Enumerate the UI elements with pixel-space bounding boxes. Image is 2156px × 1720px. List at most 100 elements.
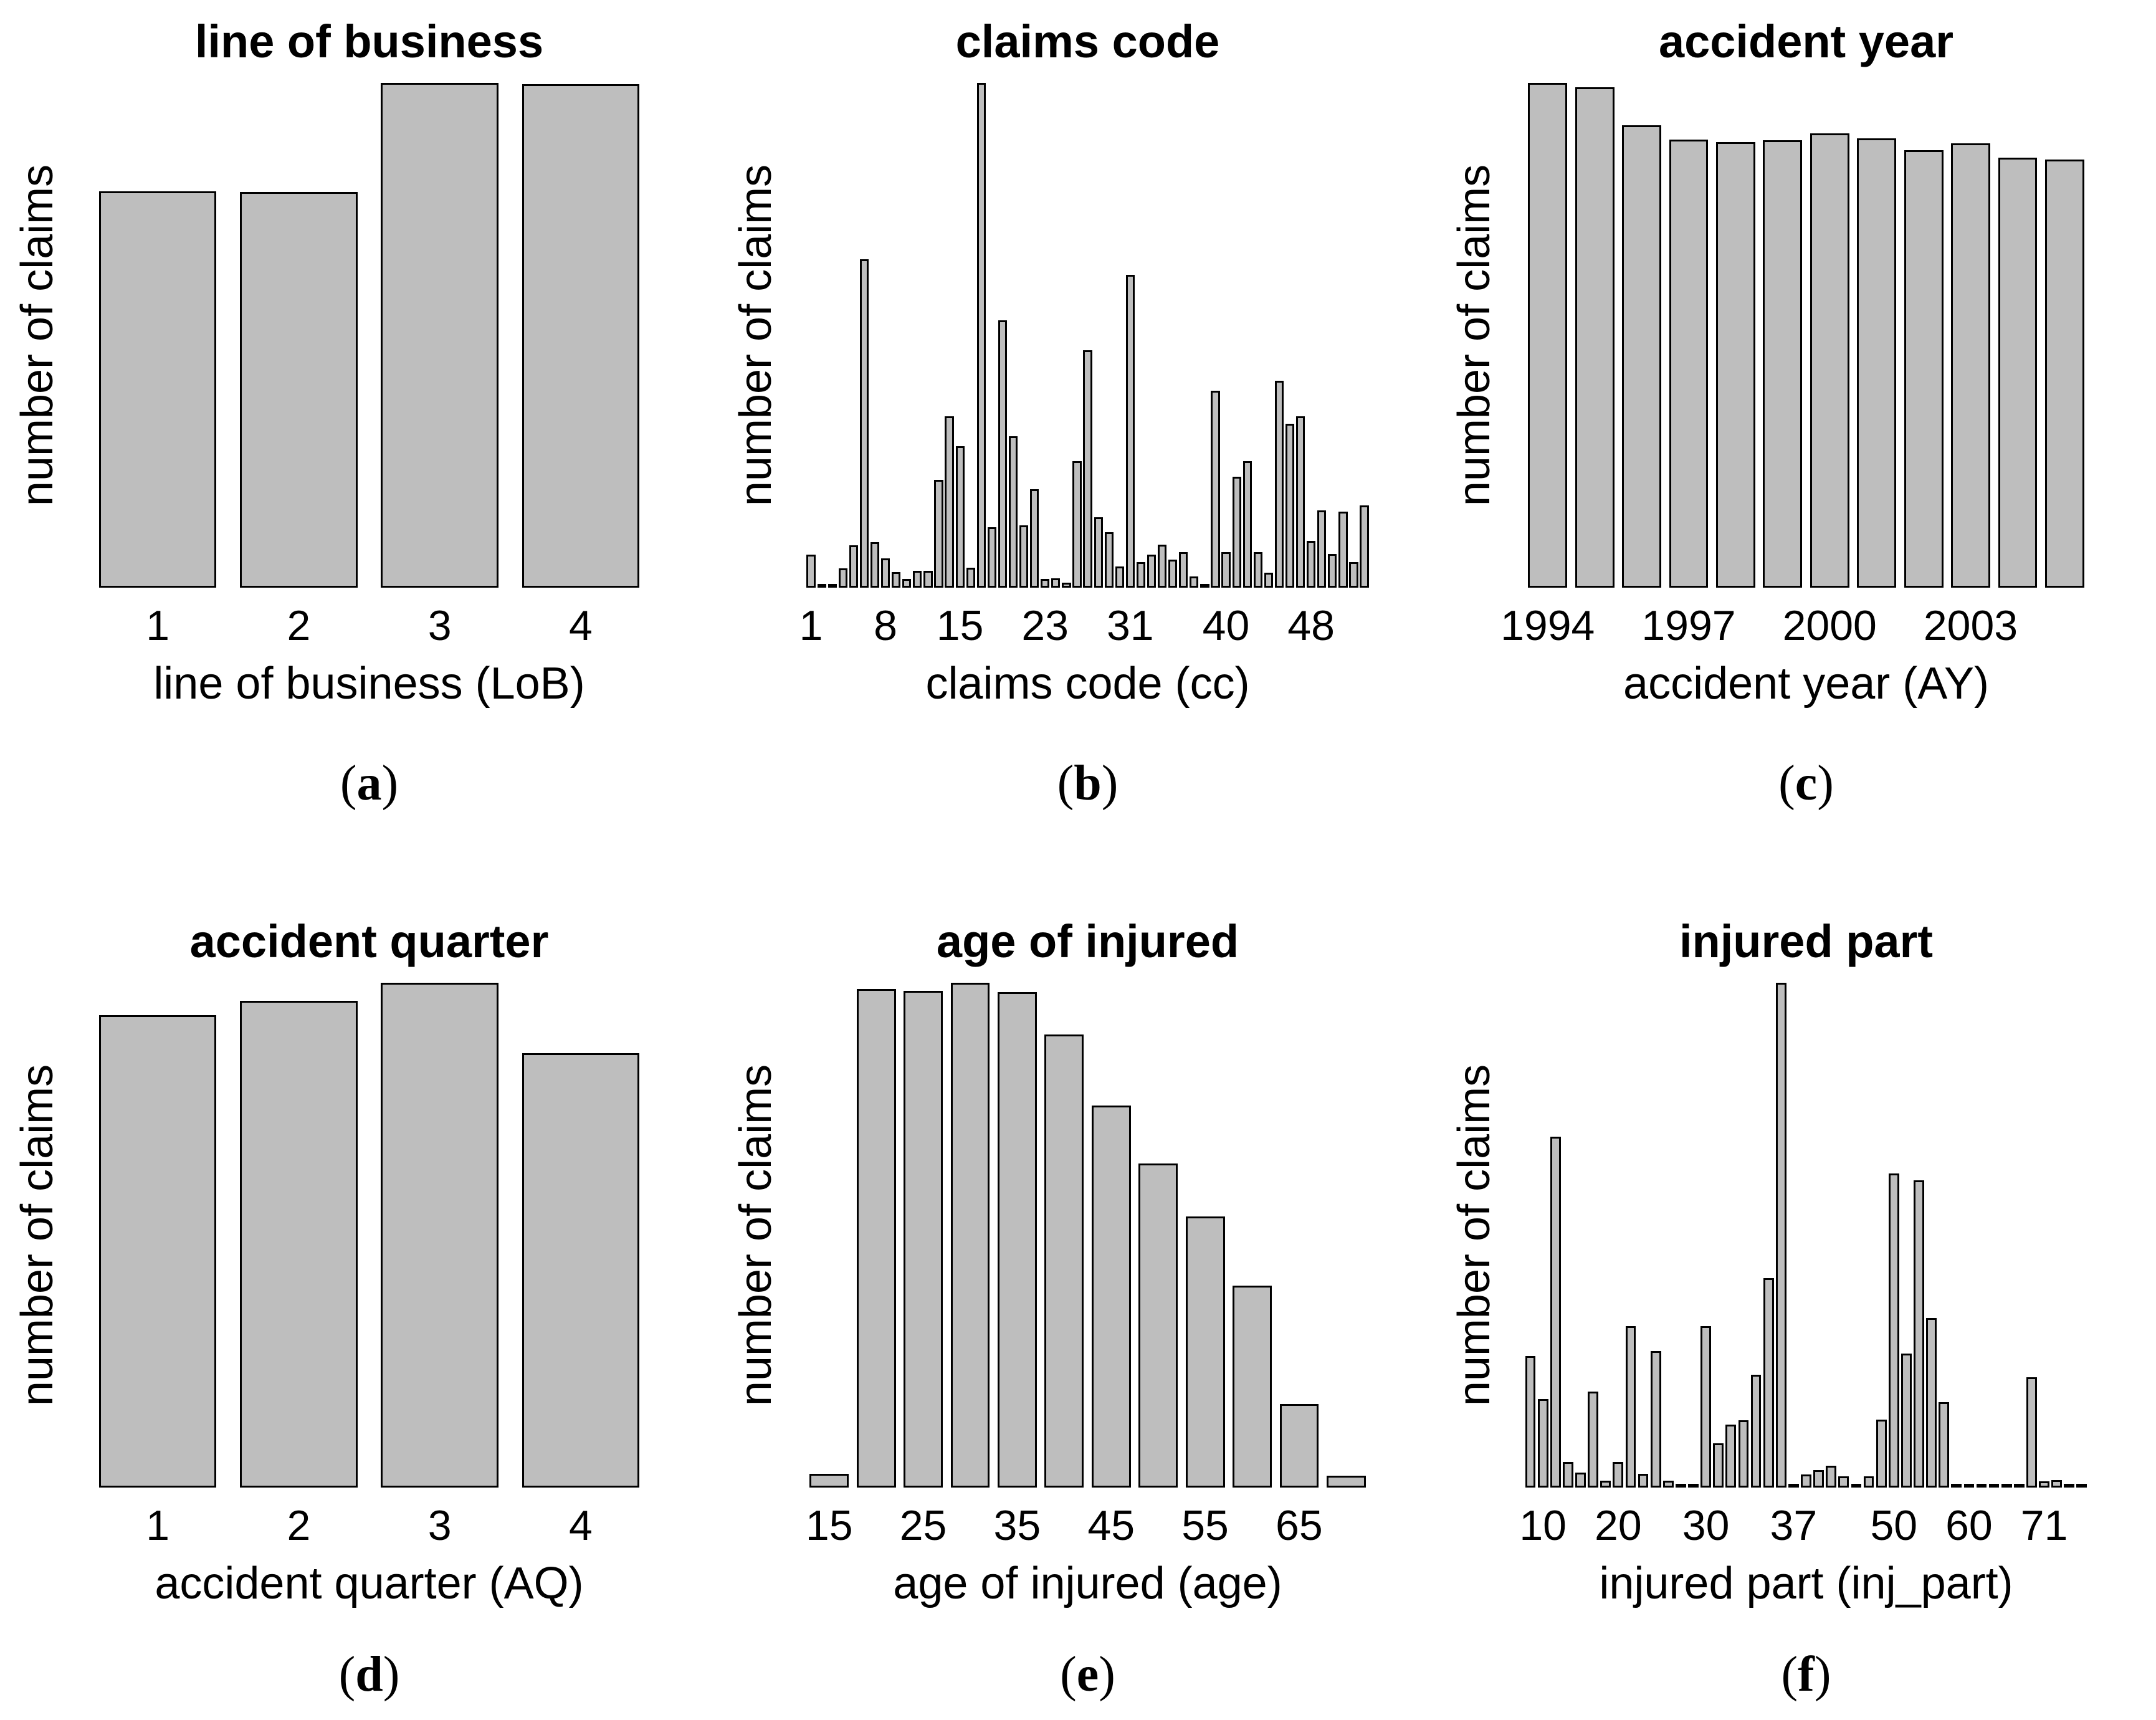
bar — [2026, 1377, 2037, 1488]
panel-caption: (a) — [340, 756, 399, 811]
bar — [1279, 1404, 1319, 1488]
x-axis-ticks: 1 8 15 23 31 40 48 — [799, 601, 1370, 657]
bar — [1200, 584, 1209, 588]
panel-caption: (e) — [1060, 1647, 1115, 1702]
bar — [1136, 562, 1146, 588]
y-axis-label: number of claims — [12, 164, 62, 507]
bar — [2044, 160, 2084, 588]
bar — [2064, 1484, 2075, 1488]
bar — [1104, 532, 1114, 588]
x-tick-label: 40 — [1202, 602, 1250, 649]
bar — [1264, 573, 1274, 588]
bar — [1613, 1462, 1624, 1488]
chart-title: claims code — [955, 16, 1220, 67]
bar — [1813, 1470, 1824, 1488]
chart-title: line of business — [194, 16, 544, 67]
bar — [1904, 150, 1944, 588]
bar — [1650, 1351, 1661, 1488]
bar — [987, 527, 996, 588]
bar — [1233, 1286, 1272, 1488]
x-axis-label: claims code (cc) — [925, 659, 1250, 709]
bar — [1044, 1034, 1084, 1488]
bar — [904, 991, 943, 1488]
bar — [1158, 545, 1167, 588]
bar — [1185, 1216, 1225, 1488]
bar — [856, 989, 896, 1488]
y-axis-label: number of claims — [1449, 164, 1499, 507]
bar — [870, 542, 880, 588]
x-axis-ticks: 10 20 30 37 50 60 71 — [1519, 1501, 2088, 1557]
chart-title: accident year — [1658, 16, 1954, 67]
chart-title: accident quarter — [189, 915, 549, 967]
bar — [1588, 1392, 1598, 1488]
bar — [892, 572, 901, 588]
bar — [1253, 552, 1262, 588]
x-axis-label: injured part (inj_part) — [1599, 1559, 2013, 1608]
bar — [1243, 461, 1252, 588]
bar — [1051, 578, 1061, 588]
bar — [1976, 1484, 1987, 1488]
panel-caption: (c) — [1778, 756, 1834, 811]
bar — [1763, 1278, 1774, 1488]
x-tick-label: 23 — [1021, 602, 1069, 649]
x-axis-label: accident quarter (AQ) — [155, 1559, 584, 1608]
chart-title: age of injured — [936, 915, 1239, 967]
x-axis-label: line of business (LoB) — [153, 659, 585, 709]
x-tick-label: 1 — [799, 602, 823, 649]
bar — [1147, 555, 1157, 588]
bar — [1328, 554, 1337, 588]
bar — [1788, 1484, 1799, 1488]
bar — [1675, 1484, 1686, 1488]
x-tick-label: 2 — [287, 602, 311, 649]
bar — [1888, 1173, 1899, 1488]
bar — [1763, 140, 1803, 588]
x-axis-label: age of injured (age) — [893, 1559, 1282, 1608]
x-tick-label: 3 — [427, 1502, 452, 1549]
bar — [1232, 477, 1241, 588]
bar — [1700, 1326, 1711, 1488]
bar — [1550, 1137, 1561, 1488]
bar — [2076, 1484, 2087, 1488]
bar — [976, 83, 986, 588]
x-tick-label: 8 — [874, 602, 897, 649]
bar — [1713, 1443, 1724, 1488]
bar — [522, 1053, 640, 1488]
bar — [809, 1474, 849, 1488]
bar — [1725, 1425, 1737, 1488]
x-tick-label: 4 — [568, 602, 593, 649]
plot-area — [87, 83, 651, 588]
x-tick-label: 2003 — [1923, 602, 2018, 649]
panel-caption: (d) — [338, 1647, 400, 1702]
bar — [1998, 158, 2038, 588]
bar — [806, 555, 816, 588]
bar — [1851, 1484, 1862, 1488]
bar — [1988, 1484, 2000, 1488]
panel-accident-quarter: accident quarter number of claims 1 2 3 4 a… — [0, 860, 719, 1720]
x-tick-label: 15 — [805, 1502, 853, 1549]
bar — [1801, 1474, 1811, 1488]
bar — [2051, 1480, 2063, 1488]
y-axis-label: number of claims — [1449, 1064, 1499, 1407]
bar — [1094, 517, 1103, 588]
bar — [1575, 87, 1615, 588]
x-axis-ticks: 1 2 3 4 — [87, 1501, 651, 1557]
bar — [1750, 1375, 1762, 1488]
bar — [1190, 576, 1199, 588]
bar — [1317, 510, 1327, 588]
panel-claims-code: claims code number of claims 1 8 15 23 31 40 4… — [718, 0, 1438, 860]
bar — [1296, 416, 1305, 588]
panel-injured-part: injured part number of claims 10 20 30 37 50… — [1437, 860, 2156, 1720]
bar — [998, 320, 1008, 588]
bar — [997, 992, 1037, 1488]
x-tick-label: 50 — [1870, 1502, 1918, 1549]
bar — [1662, 1481, 1674, 1488]
bar — [1083, 350, 1092, 588]
bar — [923, 571, 933, 588]
bar — [240, 1001, 358, 1488]
bar — [1537, 1399, 1548, 1488]
x-tick-label: 20 — [1595, 1502, 1642, 1549]
bar — [522, 84, 640, 588]
bar — [1826, 1466, 1837, 1488]
bar — [2013, 1484, 2025, 1488]
bar — [1274, 381, 1284, 588]
